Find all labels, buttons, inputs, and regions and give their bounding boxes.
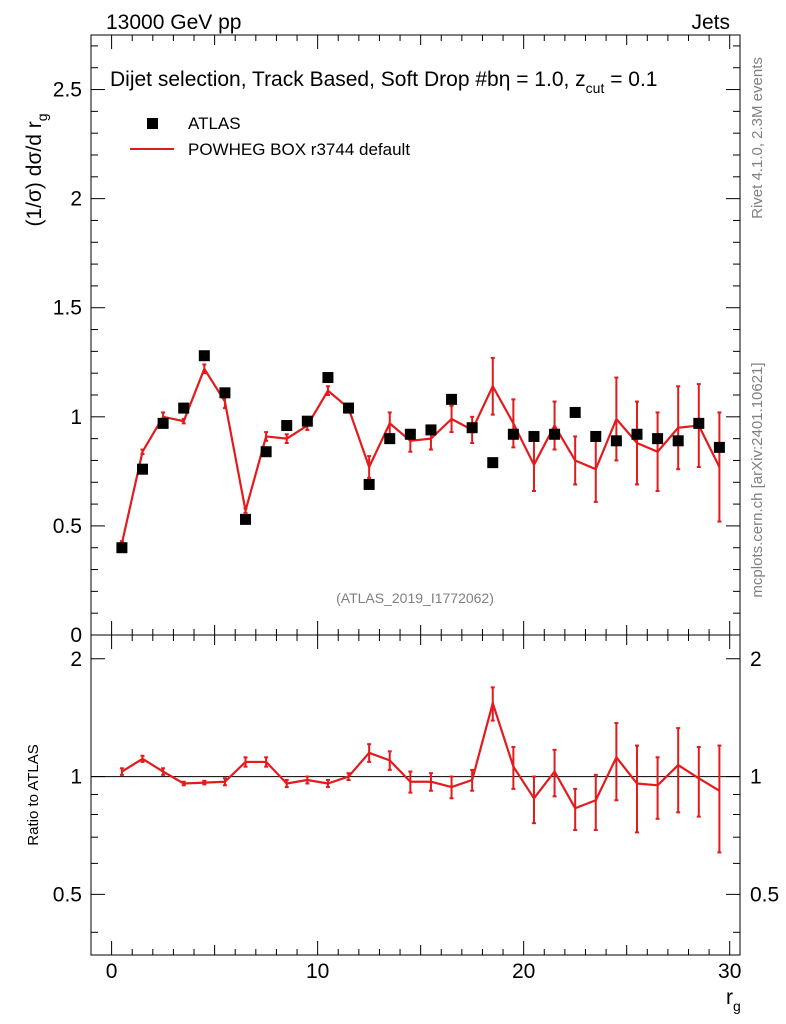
atlas-data-point [528,430,540,442]
ratio-series-line [121,702,720,810]
atlas-data-point [487,457,499,469]
atlas-data-point [384,433,396,445]
atlas-data-point [466,422,478,434]
analysis-watermark: (ATLAS_2019_I1772062) [336,590,494,606]
atlas-data-point [260,446,272,458]
atlas-data-point [219,387,231,399]
atlas-data-point [672,435,684,447]
header-right: Jets [691,11,730,34]
atlas-data-point [404,428,416,440]
ratio-plot-frame [90,634,741,956]
atlas-data-point [652,433,664,445]
y-tick-label: 0 [70,624,82,647]
x-axis-label: rg [726,986,741,1014]
atlas-data-point [137,463,149,475]
atlas-data-point [178,402,190,414]
atlas-data-point [713,441,725,453]
axis-tick-labels: 0 10 20 30 0 0.5 1 1.5 2 2.5 0.5 1 2 0.5… [53,79,779,983]
side-text-rivet: Rivet 4.1.0, 2.3M events [749,57,766,219]
atlas-data-point [301,415,313,427]
atlas-data-point [281,420,293,432]
atlas-data-point [240,513,252,525]
side-text-mcplots: mcplots.cern.ch [arXiv:2401.10621] [749,362,766,597]
y-axis-label-ratio: Ratio to ATLAS [25,744,42,845]
data-marks [91,350,740,854]
atlas-data-point [116,542,128,554]
atlas-data-point [590,430,602,442]
atlas-data-point [198,350,210,362]
atlas-data-point [343,402,355,414]
atlas-data-point [425,424,437,436]
ratio-y-tick-label: 0.5 [53,883,82,906]
atlas-data-point [363,478,375,490]
ratio-y-tick-label-right: 0.5 [750,883,779,906]
chart-title: Dijet selection, Track Based, Soft Drop … [110,68,658,96]
y-tick-label: 1.5 [53,297,82,320]
ratio-y-tick-label: 1 [70,766,82,789]
x-tick-label: 20 [512,960,535,983]
atlas-data-point [322,372,334,384]
legend-atlas-marker [147,118,158,129]
x-tick-label: 30 [718,960,741,983]
y-tick-label: 1 [70,406,82,429]
atlas-data-point [631,428,643,440]
legend-label-powheg: POWHEG BOX r3744 default [188,140,410,159]
atlas-data-point [507,428,519,440]
axis-ticks [91,35,740,955]
x-tick-label: 0 [106,960,118,983]
ratio-y-tick-label: 2 [70,648,82,671]
atlas-data-point [569,406,581,418]
atlas-data-point [446,393,458,405]
y-tick-label: 0.5 [53,515,82,538]
atlas-data-point [610,435,622,447]
powheg-series-line [120,367,721,544]
ratio-y-tick-label-right: 1 [750,766,762,789]
x-tick-label: 10 [306,960,329,983]
atlas-data-point [549,428,561,440]
y-tick-label: 2 [70,188,82,211]
header-left: 13000 GeV pp [106,11,241,34]
y-tick-label: 2.5 [53,79,82,102]
atlas-data-point [157,417,169,429]
legend: ATLAS POWHEG BOX r3744 default [130,114,410,159]
atlas-data-point [693,417,705,429]
y-axis-label-main: (1/σ) dσ/d rg [23,113,50,226]
legend-label-atlas: ATLAS [188,114,241,133]
ratio-y-tick-label-right: 2 [750,648,762,671]
